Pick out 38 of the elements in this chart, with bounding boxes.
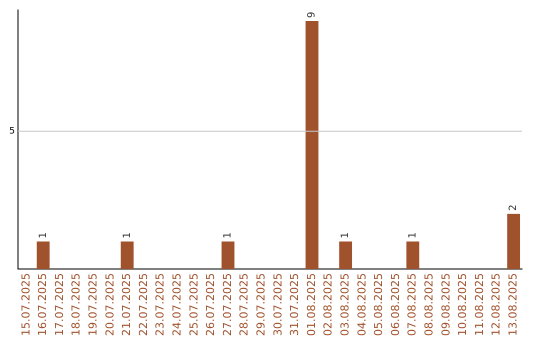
x-tick-label: 02.08.2025	[322, 273, 335, 336]
x-tick-label: 08.08.2025	[422, 273, 436, 336]
x-tick-label: 19.07.2025	[86, 273, 100, 336]
x-tick-label: 01.08.2025	[304, 273, 318, 336]
x-tick-label: 27.07.2025	[220, 273, 234, 336]
x-tick-label: 31.07.2025	[288, 273, 302, 336]
x-tick-label: 25.07.2025	[187, 273, 200, 336]
data-label: 2	[508, 204, 520, 211]
x-tick-label: 28.07.2025	[238, 273, 251, 336]
x-tick-label: 03.08.2025	[338, 273, 352, 336]
x-tick-label: 07.08.2025	[406, 273, 419, 336]
ref-line-label: 5	[9, 126, 15, 137]
x-tick-label: 05.08.2025	[372, 273, 386, 336]
x-tick-label: 15.07.2025	[19, 273, 32, 336]
data-label: 1	[122, 232, 133, 238]
x-tick-label: 20.07.2025	[103, 273, 116, 336]
data-label: 1	[38, 232, 49, 238]
x-tick-label: 06.08.2025	[388, 273, 402, 336]
x-tick-label: 21.07.2025	[120, 273, 134, 336]
x-tick-label: 23.07.2025	[154, 273, 167, 336]
x-tick-label: 22.07.2025	[136, 273, 150, 336]
x-tick-label: 12.08.2025	[490, 273, 503, 336]
x-tick-label: 16.07.2025	[36, 273, 50, 336]
data-label: 1	[340, 232, 352, 238]
x-tick-label: 30.07.2025	[271, 273, 284, 336]
x-tick-label: 29.07.2025	[254, 273, 268, 336]
x-tick-label: 13.08.2025	[506, 273, 520, 336]
x-tick-label: 18.07.2025	[70, 273, 83, 336]
x-tick-label: 11.08.2025	[472, 273, 486, 336]
x-tick-label: 24.07.2025	[170, 273, 184, 336]
x-tick-label: 17.07.2025	[52, 273, 66, 336]
x-tick-label: 09.08.2025	[439, 273, 452, 336]
x-tick-label: 10.08.2025	[456, 273, 470, 336]
x-tick-label: 04.08.2025	[355, 273, 368, 336]
data-label: 1	[407, 232, 418, 238]
data-label: 1	[222, 232, 234, 238]
data-label: 9	[306, 12, 318, 18]
x-tick-label: 26.07.2025	[204, 273, 218, 336]
